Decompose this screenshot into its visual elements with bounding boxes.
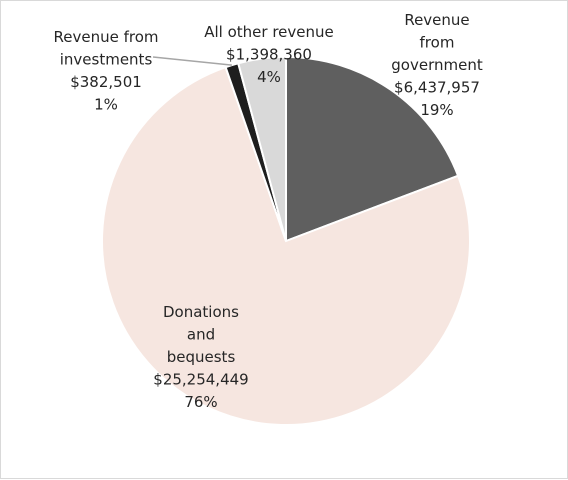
data-label-investments: Revenue from investments $382,501 1% bbox=[54, 28, 159, 114]
pie-slice-all-other bbox=[237, 55, 287, 242]
data-label-all-other: All other revenue $1,398,360 4% bbox=[204, 23, 334, 86]
investments-leader-line bbox=[152, 56, 232, 66]
pie-slice-donations bbox=[101, 65, 471, 426]
pie-slices bbox=[101, 55, 471, 426]
slice-labels: Revenue from government $6,437,957 19% Donati… bbox=[54, 11, 483, 411]
data-label-government: Revenue from government $6,437,957 19% bbox=[391, 11, 483, 119]
pie-slice-government bbox=[285, 55, 460, 243]
data-label-donations: Donations and bequests $25,254,449 76% bbox=[153, 303, 248, 411]
